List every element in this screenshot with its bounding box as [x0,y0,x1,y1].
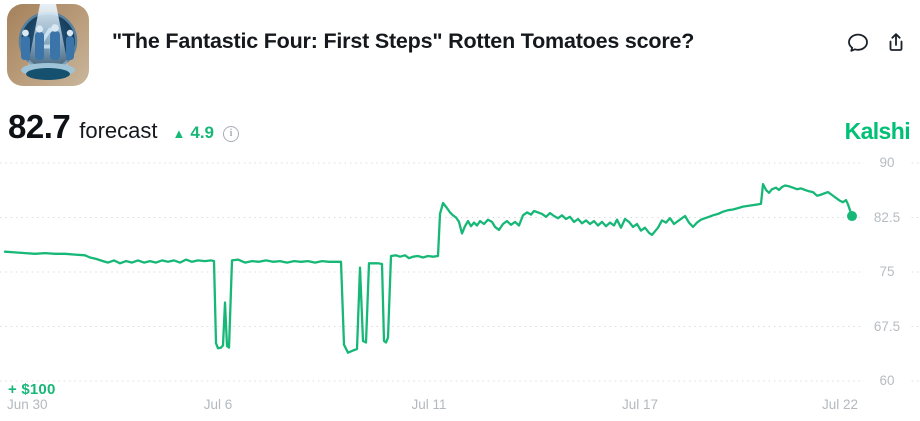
speech-bubble-icon [848,33,868,52]
y-axis-tick: 67.5 [864,317,910,335]
market-thumbnail[interactable]: 4 [7,4,89,86]
y-axis-tick: 90 [864,154,910,171]
y-axis-tick: 60 [864,372,910,389]
forecast-line [3,182,854,354]
forecast-delta-value: 4.9 [190,123,215,142]
x-axis-tick: Jul 11 [411,397,447,412]
share-icon [889,33,903,51]
comment-button[interactable] [844,29,872,57]
y-axis-tick: 75 [864,263,910,280]
x-axis-tick: Jul 6 [203,397,233,412]
forecast-value: 82.7 [8,108,71,145]
movie-poster-art: 4 [7,4,89,86]
x-axis-tick: Jul 22 [821,397,859,412]
y-axis-tick: 82.5 [864,208,910,226]
forecast-delta: ▲ 4.9 [173,123,215,143]
up-triangle-icon: ▲ [172,126,186,141]
market-title: "The Fantastic Four: First Steps" Rotten… [112,29,695,53]
stake-label: + $100 [8,381,56,398]
forecast-row: 82.7 forecast ▲ 4.9 i [8,108,240,146]
x-axis-tick: Jul 17 [621,397,659,412]
x-axis-tick: Jun 30 [7,397,48,412]
share-button[interactable] [882,29,910,57]
kalshi-logo[interactable]: Kalshi [844,118,911,144]
current-value-dot [847,211,857,222]
info-icon[interactable]: i [223,126,240,142]
forecast-label: forecast [79,118,158,143]
